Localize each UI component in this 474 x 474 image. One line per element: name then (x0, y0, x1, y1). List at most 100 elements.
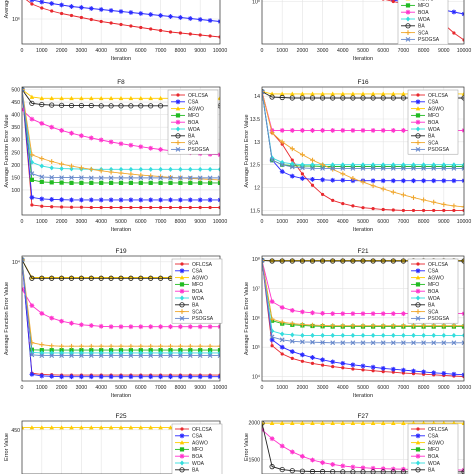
legend-label: SCA (188, 140, 199, 146)
series-sca-point (390, 189, 396, 195)
series-boa-point (289, 128, 295, 133)
series-ba-point (39, 101, 45, 108)
x-axis-label: Iteration (111, 56, 131, 62)
x-tick-label: 3000 (76, 219, 88, 225)
series-psogsa-point (217, 175, 220, 181)
series-psogsa-point (39, 353, 45, 358)
series-woa-point (401, 162, 406, 168)
series-csa-point (178, 374, 183, 380)
series-mfo-point (461, 324, 464, 329)
series-csa-point (340, 360, 346, 366)
series-oflcsa-point (119, 205, 123, 210)
x-tick-label: 2000 (297, 48, 309, 54)
series-oflcsa-point (310, 183, 315, 187)
series-psogsa-point (390, 165, 396, 171)
series-psogsa-point (118, 353, 124, 358)
chart-title: F8 (117, 79, 125, 86)
series-agwo-point (59, 425, 64, 430)
series-csa-point (310, 176, 315, 182)
series-psogsa-point (401, 165, 406, 171)
series-ba-point (319, 258, 326, 264)
legend-label: BOA (428, 289, 439, 295)
series-ba-point (269, 258, 275, 264)
series-sca-point (370, 183, 376, 189)
series-agwo-point (391, 91, 396, 96)
series-sca-point (320, 323, 325, 328)
series-psogsa-point (370, 165, 376, 171)
series-woa-point (290, 332, 295, 338)
series-mfo-point (118, 348, 124, 353)
series-sca-point (118, 170, 124, 176)
series-sca-point (310, 157, 315, 163)
legend-label: BOA (428, 454, 439, 460)
series-psogsa-point (340, 165, 346, 171)
series-boa-point (320, 460, 325, 465)
series-boa-point (370, 128, 376, 133)
series-agwo-point (330, 421, 335, 426)
series-ba-point (108, 275, 114, 281)
series-csa-point (451, 9, 457, 15)
series-csa-point (431, 178, 437, 184)
legend-label: PSOGSA (188, 147, 210, 153)
y-tick-label: 10⁸ (252, 257, 260, 263)
series-mfo-point (148, 348, 153, 353)
series-agwo-point (108, 425, 114, 430)
legend-marker (405, 23, 411, 29)
series-csa-point (88, 197, 94, 203)
series-oflcsa-point (411, 208, 416, 213)
series-csa-point (300, 352, 305, 358)
series-psogsa-point (262, 258, 265, 263)
series-woa-point (158, 166, 163, 172)
y-tick-label: 13 (254, 140, 260, 146)
series-woa-point (168, 350, 173, 356)
series-woa-point (59, 166, 64, 172)
series-psogsa-point (98, 353, 104, 358)
series-csa-point (118, 197, 124, 203)
x-tick-label: 8000 (418, 385, 430, 391)
series-sca-point (79, 343, 84, 349)
series-psogsa-point (59, 353, 64, 358)
series-agwo-point (138, 425, 144, 430)
chart-title: F19 (115, 248, 126, 255)
x-tick-label: 6000 (377, 385, 389, 391)
x-tick-label: 5000 (115, 219, 127, 225)
series-ba-point (330, 258, 336, 264)
legend-marker (179, 295, 185, 301)
series-psogsa-point (421, 340, 426, 346)
series-boa-point (401, 311, 406, 317)
series-ba-point (309, 258, 316, 264)
series-psogsa-point (431, 340, 437, 346)
series-ba-point (380, 95, 386, 101)
x-tick-label: 3000 (317, 48, 329, 54)
chart-panel-3: 0 1000 2000 3000 4000 5000 6000 7000 8000 9000 100… (4, 79, 227, 233)
series-sca-point (49, 343, 55, 349)
series-sca-point (360, 323, 366, 329)
series-csa-point (207, 197, 213, 203)
series-mfo-point (138, 180, 143, 185)
series-woa-point (168, 166, 173, 172)
series-agwo-point (269, 421, 275, 426)
series-csa-point (49, 373, 55, 379)
series-csa-point (269, 337, 275, 343)
series-agwo-point (217, 95, 220, 101)
series-woa-point (128, 166, 134, 172)
series-woa-point (431, 162, 436, 168)
legend-marker (405, 30, 411, 35)
legend-label: PSOGSA (428, 316, 450, 322)
legend-label: MFO (192, 282, 203, 288)
series-agwo-point (39, 95, 45, 101)
series-oflcsa-point (462, 208, 464, 213)
series-csa-point (330, 359, 336, 365)
series-woa-point (461, 162, 464, 168)
y-tick-label: 14 (254, 94, 260, 100)
series-oflcsa-point (30, 203, 34, 207)
series-mfo-point (188, 348, 193, 353)
series-woa-point (370, 332, 376, 338)
series-oflcsa-point (341, 201, 345, 206)
legend-marker (415, 99, 421, 105)
series-csa-point (390, 178, 396, 184)
series-psogsa-point (441, 340, 447, 346)
legend-marker (415, 147, 421, 152)
series-woa-point (431, 332, 436, 338)
series-boa-point (128, 324, 134, 330)
